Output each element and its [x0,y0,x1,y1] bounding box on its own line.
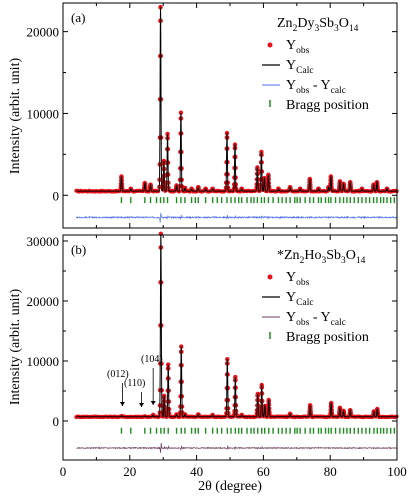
panel-label: (b) [71,242,86,257]
peak-annotation-label: (104) [141,354,163,365]
legend-diff-label: Yobs - Ycalc [286,310,346,328]
legend-calc-label: YCalc [286,58,314,76]
y-tick-label: 20000 [27,294,60,309]
peak-annotation-arrowhead [119,402,125,406]
y-tick-label: 0 [53,414,60,429]
panel-label: (a) [71,10,85,25]
panel-b-chart: 0 10000 20000 30000 0 20 40 60 80 100 (b) *Zn2Ho3Sb… [27,231,407,479]
y-tick-label: 0 [53,188,60,203]
x-tick-label: 60 [257,464,270,479]
calculated-line [76,7,397,192]
legend-obs-label: Yobs [286,270,310,288]
x-tick-label: 20 [123,464,136,479]
compound-label: *Zn2Ho3Sb3O14 [277,248,366,266]
x-tick-label: 100 [387,464,407,479]
plot-frame [62,2,398,229]
legend-diff-label: Yobs - Ycalc [286,78,346,96]
ylabel-panel-b: Intensity (arbit. unit) [8,289,23,406]
peak-annotation-label: (012) [107,369,129,380]
observed-point [232,142,238,147]
legend-calc-label: YCalc [286,290,314,308]
peak-annotation-arrowhead [138,403,144,407]
observed-point [224,130,230,136]
observed-point [166,362,171,367]
y-tick-label: 10000 [27,354,60,369]
legend-bragg-label: Bragg position [286,98,369,113]
compound-label: Zn2Dy3Sb3O14 [277,16,359,34]
observed-point [308,403,313,408]
legend-bragg-label: Bragg position [286,330,369,345]
peak-annotation-label: (110) [124,378,145,389]
x-tick-label: 40 [190,464,203,479]
y-tick-label: 20000 [27,25,60,40]
plot-frame [62,234,398,461]
y-tick-label: 30000 [27,234,60,249]
legend-obs-label: Yobs [286,38,310,56]
observed-point [233,374,238,379]
legend-obs-marker [267,42,273,48]
x-tick-label: 0 [60,464,67,479]
peak-annotation-arrowhead [150,401,156,405]
ylabel-panel-a: Intensity (arbit. unit) [8,58,23,175]
legend-obs-marker [267,274,273,280]
calculated-line [76,235,397,418]
difference-curve [76,442,398,453]
x-tick-label: 80 [324,464,337,479]
xlabel: 2θ (degree) [198,479,262,494]
difference-curve [76,212,398,223]
observed-point [178,110,184,115]
panel-a-chart: 0 10000 20000 (a) Zn2Dy3Sb3O14 Yobs YCalc Yobs … [27,2,399,229]
y-tick-label: 10000 [27,106,60,121]
